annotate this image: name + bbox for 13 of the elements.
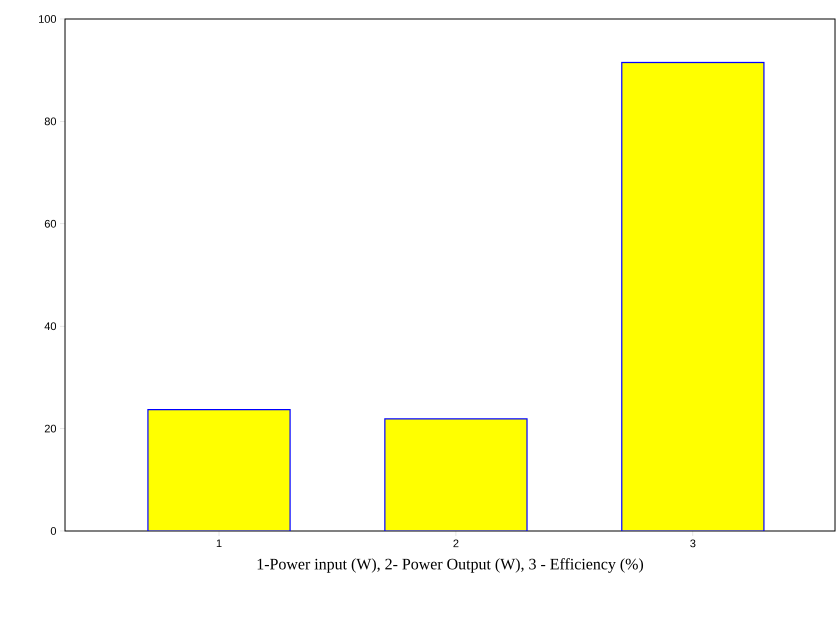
bar xyxy=(621,62,765,531)
x-axis-title: 1-Power input (W), 2- Power Output (W), 3 - Efficiency (%) xyxy=(258,558,644,573)
x-tick-label: 2 xyxy=(453,540,458,548)
x-tick-label: 3 xyxy=(690,540,696,548)
bar xyxy=(384,418,528,531)
y-tick-label: 0 xyxy=(50,527,56,535)
y-tick-label: 100 xyxy=(39,15,56,23)
x-tick-label: 1 xyxy=(216,540,222,548)
y-tick-label: 80 xyxy=(44,118,56,126)
y-tick-label: 20 xyxy=(44,424,56,432)
y-tick-label: 60 xyxy=(44,220,56,228)
y-tick-label: 40 xyxy=(44,322,56,330)
bar xyxy=(147,409,291,531)
